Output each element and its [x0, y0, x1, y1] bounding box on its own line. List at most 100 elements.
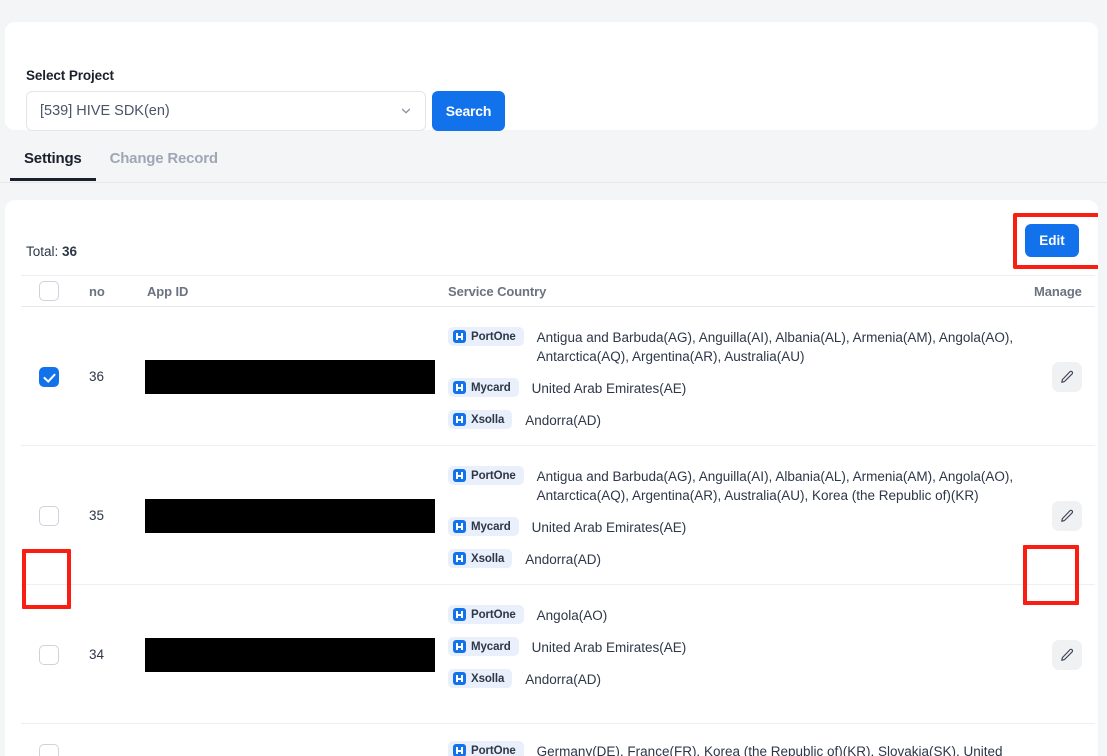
- pencil-icon: [1061, 648, 1074, 661]
- manage-cell: [1052, 362, 1082, 392]
- country-list: United Arab Emirates(AE): [531, 520, 687, 535]
- service-icon: [453, 672, 466, 685]
- search-button[interactable]: Search: [432, 91, 505, 131]
- service-icon: [453, 552, 466, 565]
- country-list: Antigua and Barbuda(AG), Anguilla(AI), A…: [536, 330, 1014, 364]
- column-header-app-id: App ID: [147, 284, 189, 299]
- service-name: Xsolla: [471, 552, 505, 565]
- select-all-checkbox[interactable]: [39, 281, 59, 301]
- service-name: Mycard: [471, 640, 511, 653]
- service-badge-portone: PortOne: [448, 466, 524, 485]
- service-country-line: PortOne Germany(DE), France(FR), Korea (t…: [448, 741, 1018, 756]
- service-country-line: Mycard United Arab Emirates(AE): [448, 517, 1018, 537]
- row-edit-pencil-button[interactable]: [1052, 501, 1082, 531]
- row-edit-pencil-button[interactable]: [1052, 640, 1082, 670]
- service-icon: [453, 608, 466, 621]
- chevron-down-icon: [401, 108, 411, 114]
- service-icon: [453, 381, 466, 394]
- tab-bar: Settings Change Record: [0, 145, 1107, 183]
- row-select-cell: [39, 645, 59, 665]
- tab-change-record[interactable]: Change Record: [109, 150, 218, 167]
- service-country-line: PortOne Antigua and Barbuda(AG), Anguilla…: [448, 327, 1018, 366]
- table-row: 34 PortOne Angola(AO) Mycard United Arab Emi…: [21, 585, 1095, 724]
- table-row: 35 PortOne Antigua and Barbuda(AG), Anguil…: [21, 446, 1095, 585]
- row-number: 35: [89, 508, 105, 523]
- service-name: Xsolla: [471, 672, 505, 685]
- service-country-cell: PortOne Antigua and Barbuda(AG), Anguilla…: [448, 466, 1018, 569]
- country-list: United Arab Emirates(AE): [531, 640, 687, 655]
- service-name: Mycard: [471, 520, 511, 533]
- service-country-line: Xsolla Andorra(AD): [448, 549, 1018, 569]
- table-header: no App ID Service Country Manage: [21, 275, 1095, 307]
- service-name: PortOne: [471, 469, 516, 482]
- pencil-icon: [1061, 509, 1074, 522]
- service-country-cell: PortOne Antigua and Barbuda(AG), Anguilla…: [448, 327, 1018, 430]
- row-checkbox[interactable]: [39, 367, 59, 387]
- service-icon: [453, 469, 466, 482]
- service-country-cell: PortOne Angola(AO) Mycard United Arab Emira…: [448, 605, 1018, 689]
- project-select-value: [539] HIVE SDK(en): [40, 103, 170, 119]
- country-list: Antigua and Barbuda(AG), Anguilla(AI), A…: [536, 469, 1014, 503]
- service-badge-mycard: Mycard: [448, 637, 519, 656]
- table-row: 36 PortOne Antigua and Barbuda(AG), Anguil…: [21, 307, 1095, 446]
- total-label: Total:: [26, 244, 59, 259]
- column-header-manage: Manage: [1034, 284, 1082, 299]
- row-select-cell: [39, 506, 59, 526]
- service-badge-mycard: Mycard: [448, 517, 519, 536]
- project-select[interactable]: [539] HIVE SDK(en): [26, 91, 426, 131]
- service-country-line: Xsolla Andorra(AD): [448, 410, 1018, 430]
- service-name: PortOne: [471, 744, 516, 756]
- row-number: 36: [89, 369, 105, 384]
- app-id-redacted: [145, 360, 435, 394]
- row-checkbox[interactable]: [39, 506, 59, 526]
- service-country-cell: PortOne Germany(DE), France(FR), Korea (t…: [448, 741, 1018, 756]
- service-badge-mycard: Mycard: [448, 378, 519, 397]
- service-country-line: Mycard United Arab Emirates(AE): [448, 637, 1018, 657]
- country-list: Andorra(AD): [525, 552, 602, 567]
- table-row: PortOne Germany(DE), France(FR), Korea (t…: [21, 724, 1095, 756]
- service-country-line: Mycard United Arab Emirates(AE): [448, 378, 1018, 398]
- service-country-line: PortOne Angola(AO): [448, 605, 1018, 625]
- service-badge-portone: PortOne: [448, 741, 524, 756]
- service-name: Xsolla: [471, 413, 505, 426]
- manage-cell: [1052, 501, 1082, 531]
- column-header-service-country: Service Country: [448, 284, 547, 299]
- row-checkbox[interactable]: [39, 744, 59, 756]
- column-header-no: no: [89, 284, 105, 299]
- service-name: Mycard: [471, 381, 511, 394]
- row-edit-pencil-button[interactable]: [1052, 362, 1082, 392]
- service-badge-portone: PortOne: [448, 605, 524, 624]
- pencil-icon: [1061, 370, 1074, 383]
- table-body: 36 PortOne Antigua and Barbuda(AG), Anguil…: [21, 307, 1095, 756]
- row-select-cell: [39, 367, 59, 387]
- service-icon: [453, 413, 466, 426]
- row-select-cell: [39, 744, 59, 756]
- service-icon: [453, 520, 466, 533]
- row-checkbox[interactable]: [39, 645, 59, 665]
- select-project-label: Select Project: [26, 68, 114, 83]
- project-search-panel: Select Project [539] HIVE SDK(en) Search: [5, 22, 1098, 131]
- app-id-redacted: [145, 499, 435, 533]
- service-icon: [453, 330, 466, 343]
- row-number: 34: [89, 647, 105, 662]
- service-badge-xsolla: Xsolla: [448, 410, 513, 429]
- total-value: 36: [62, 244, 78, 259]
- manage-cell: [1052, 640, 1082, 670]
- service-country-line: Xsolla Andorra(AD): [448, 669, 1018, 689]
- total-count: Total: 36: [26, 244, 77, 259]
- tab-settings[interactable]: Settings: [10, 145, 96, 181]
- country-list: Germany(DE), France(FR), Korea (the Repu…: [536, 744, 1003, 756]
- service-country-line: PortOne Antigua and Barbuda(AG), Anguilla…: [448, 466, 1018, 505]
- service-badge-xsolla: Xsolla: [448, 549, 513, 568]
- country-list: United Arab Emirates(AE): [531, 381, 687, 396]
- service-name: PortOne: [471, 608, 516, 621]
- settings-table-panel: Total: 36 Edit no App ID Service Country…: [5, 200, 1098, 756]
- country-list: Andorra(AD): [525, 672, 602, 687]
- edit-button[interactable]: Edit: [1025, 224, 1079, 257]
- app-id-redacted: [145, 638, 435, 672]
- service-badge-xsolla: Xsolla: [448, 669, 513, 688]
- service-icon: [453, 744, 466, 756]
- service-name: PortOne: [471, 330, 516, 343]
- service-badge-portone: PortOne: [448, 327, 524, 346]
- service-icon: [453, 640, 466, 653]
